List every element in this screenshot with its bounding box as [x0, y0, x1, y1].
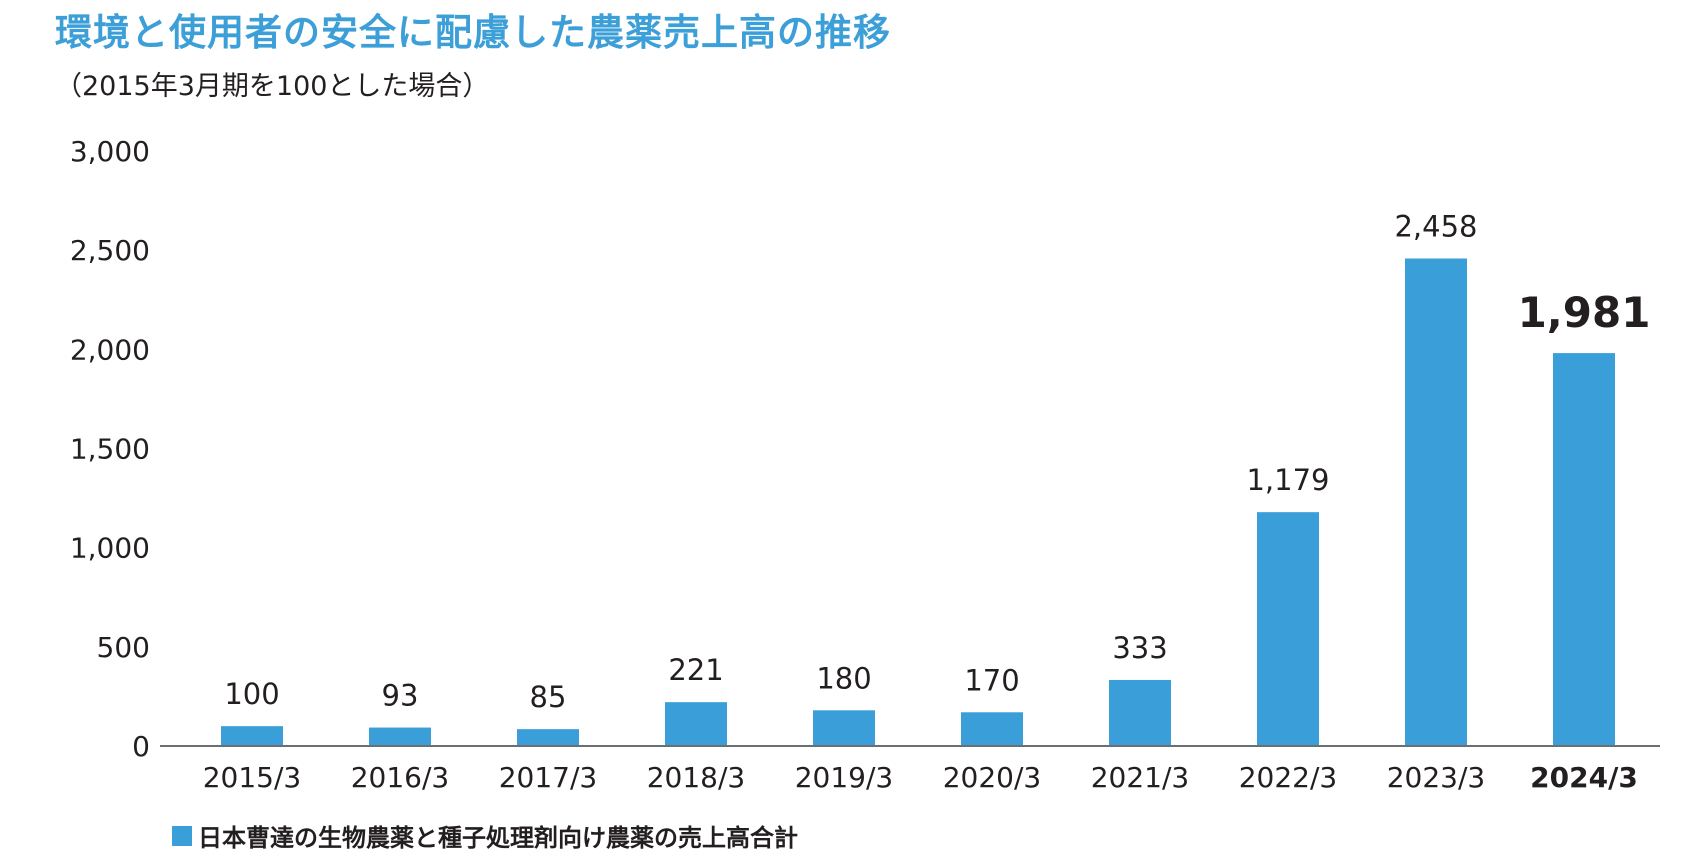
legend-label: 日本曹達の生物農薬と種子処理剤向け農薬の売上高合計 — [198, 824, 798, 852]
x-tick-label: 2019/3 — [795, 761, 894, 794]
bar-value-label: 1,981 — [1518, 288, 1651, 337]
x-tick-label: 2016/3 — [351, 761, 450, 794]
y-tick-label: 2,000 — [70, 333, 150, 366]
bar-value-label: 170 — [964, 663, 1019, 697]
y-tick-label: 3,000 — [70, 135, 150, 168]
bar — [665, 702, 727, 746]
bar-value-label: 100 — [224, 677, 279, 711]
bar-value-label: 180 — [816, 661, 871, 695]
x-tick-label: 2023/3 — [1387, 761, 1486, 794]
x-tick-label: 2022/3 — [1239, 761, 1338, 794]
chart-title: 環境と使用者の安全に配慮した農薬売上高の推移 — [55, 11, 891, 54]
bar-value-label: 85 — [530, 680, 567, 714]
bar-value-label: 221 — [668, 653, 723, 687]
x-tick-label: 2024/3 — [1530, 761, 1638, 794]
y-tick-label: 1,500 — [70, 433, 150, 466]
bar — [813, 710, 875, 746]
bar-value-label: 2,458 — [1394, 209, 1477, 243]
bar-value-label: 333 — [1112, 631, 1167, 665]
bar — [1109, 679, 1171, 746]
y-tick-label: 0 — [132, 730, 150, 763]
bar-value-label: 1,179 — [1246, 463, 1329, 497]
y-tick-label: 2,500 — [70, 234, 150, 267]
x-tick-label: 2021/3 — [1091, 761, 1190, 794]
legend-swatch — [172, 825, 192, 846]
x-tick-label: 2017/3 — [499, 761, 598, 794]
bar — [1405, 258, 1467, 746]
x-tick-label: 2015/3 — [203, 761, 302, 794]
chart-subtitle: （2015年3月期を100とした場合） — [55, 71, 490, 102]
bar — [369, 727, 431, 746]
bar — [961, 712, 1023, 746]
x-tick-label: 2020/3 — [943, 761, 1042, 794]
bar — [1553, 353, 1615, 746]
bar — [517, 729, 579, 746]
bar-value-label: 93 — [382, 679, 419, 713]
y-tick-label: 1,000 — [70, 532, 150, 565]
legend: 日本曹達の生物農薬と種子処理剤向け農薬の売上高合計 — [172, 818, 798, 853]
bar — [221, 726, 283, 746]
x-tick-label: 2018/3 — [647, 761, 746, 794]
bar — [1257, 512, 1319, 746]
y-tick-label: 500 — [97, 631, 150, 664]
